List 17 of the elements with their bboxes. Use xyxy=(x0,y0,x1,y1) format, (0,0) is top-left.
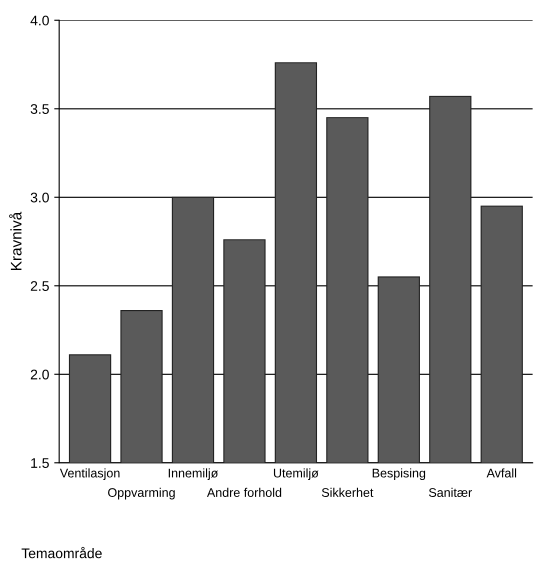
x-tick-label: Avfall xyxy=(486,468,516,478)
x-tick-label: Andre forhold xyxy=(206,488,282,497)
y-axis-title: Kravnivå xyxy=(9,212,22,270)
x-tick-label: Utemiljø xyxy=(274,468,319,480)
x-tick-label: Innemiljø xyxy=(168,468,218,480)
y-tick-label: 1.5 xyxy=(31,458,49,468)
x-tick-label: Bespising xyxy=(372,468,426,480)
x-tick-label: Sikkerhet xyxy=(322,488,374,497)
x-tick-label: Sanitær xyxy=(428,488,472,497)
y-tick-label: 2.0 xyxy=(30,370,49,380)
x-tick-label: Oppvarming xyxy=(108,488,175,500)
y-tick-label: 3.5 xyxy=(30,104,49,114)
x-axis-title: Temaområde xyxy=(22,546,102,558)
y-tick-label: 2.5 xyxy=(30,281,49,291)
y-tick-label: 4.0 xyxy=(30,16,49,26)
x-tick-label: Ventilasjon xyxy=(60,468,120,480)
y-tick-label: 3.0 xyxy=(30,192,49,202)
